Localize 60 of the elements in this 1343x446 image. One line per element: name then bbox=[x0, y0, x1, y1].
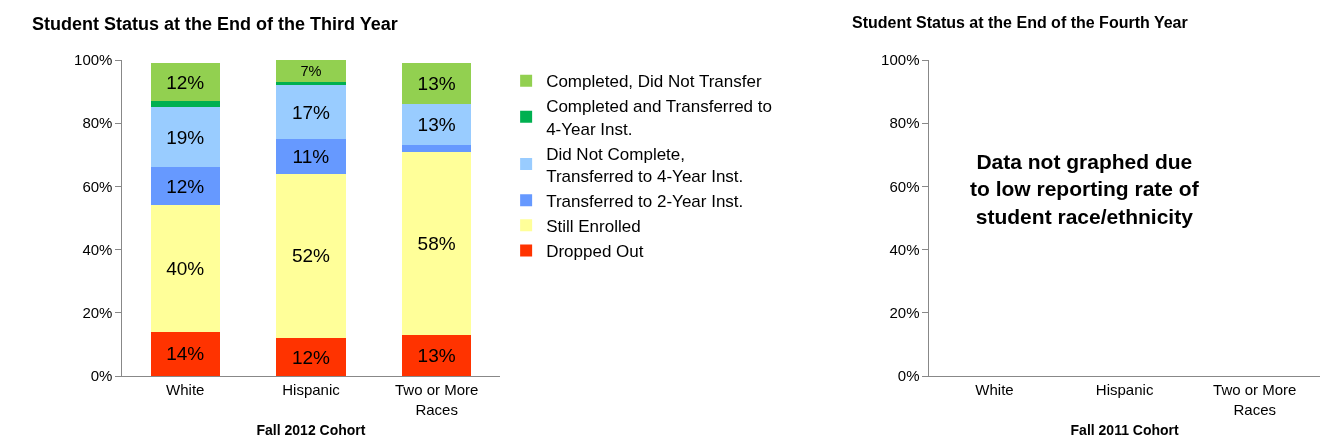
data-label: 13% bbox=[417, 73, 456, 95]
y-tick-label: 80% bbox=[889, 114, 920, 132]
x-tick-label: White bbox=[166, 381, 205, 398]
bar bbox=[276, 139, 346, 174]
y-tick-label: 60% bbox=[82, 177, 113, 195]
data-label: 11% bbox=[292, 145, 330, 167]
legend-label: Completed, Did Not Transfer bbox=[546, 72, 762, 92]
y-tick-label: 40% bbox=[82, 240, 113, 258]
bar bbox=[402, 145, 472, 152]
bar bbox=[276, 338, 346, 376]
y-tick-label: 40% bbox=[889, 240, 920, 258]
data-label: 40% bbox=[166, 258, 205, 280]
bar bbox=[402, 334, 472, 376]
legend-label: Did Not Complete, Transferred to 4-Year Inst. bbox=[546, 144, 744, 186]
data-label: 12% bbox=[291, 346, 331, 368]
bar bbox=[402, 63, 472, 105]
data-label: 13% bbox=[417, 344, 456, 366]
legend-label: Dropped Out bbox=[546, 242, 644, 262]
data-label: 12% bbox=[166, 175, 205, 197]
x-tick-label: White bbox=[975, 381, 1014, 398]
bar bbox=[402, 151, 472, 335]
data-label: 17% bbox=[291, 101, 331, 123]
bar bbox=[150, 101, 220, 108]
data-label: 14% bbox=[166, 343, 205, 365]
data-label: 7% bbox=[300, 63, 322, 80]
y-tick-label: 100% bbox=[881, 51, 920, 69]
bar bbox=[150, 205, 220, 332]
annotation: Data not graphed due to low reporting rate of student race/ethnicity bbox=[970, 150, 1200, 228]
x-axis-title: Fall 2012 Cohort bbox=[256, 421, 366, 438]
legend-label: Completed and Transferred to 4-Year Inst. bbox=[546, 97, 772, 139]
x-tick-label: Two or More Races bbox=[1213, 381, 1297, 418]
data-label: 52% bbox=[291, 245, 331, 267]
x-tick-label: Hispanic bbox=[1095, 381, 1154, 398]
bar bbox=[276, 173, 346, 339]
y-tick-label: 20% bbox=[82, 304, 113, 322]
bar bbox=[276, 85, 346, 139]
bar bbox=[276, 82, 346, 86]
legend-label: Transferred to 2-Year Inst. bbox=[546, 191, 744, 211]
data-label: 12% bbox=[166, 71, 205, 93]
data-label: 19% bbox=[166, 126, 205, 148]
legend-label: Still Enrolled bbox=[546, 216, 641, 236]
y-tick-label: 0% bbox=[90, 367, 113, 385]
x-axis-title: Fall 2011 Cohort bbox=[1070, 421, 1180, 438]
bar bbox=[150, 331, 220, 376]
x-tick-label: Two or More Races bbox=[394, 381, 479, 418]
y-tick-label: 20% bbox=[889, 304, 920, 322]
bar bbox=[150, 63, 220, 102]
bar bbox=[150, 107, 220, 168]
bar bbox=[402, 104, 472, 146]
bar bbox=[150, 167, 220, 206]
y-tick-label: 100% bbox=[74, 51, 113, 69]
y-tick-label: 80% bbox=[82, 114, 113, 132]
x-tick-label: Hispanic bbox=[282, 381, 341, 398]
data-label: 58% bbox=[417, 232, 456, 254]
chart-title: Student Status at the End of the Third Year bbox=[32, 14, 398, 34]
y-tick-label: 0% bbox=[897, 367, 920, 385]
bar bbox=[276, 60, 346, 83]
chart-title: Student Status at the End of the Fourth Year bbox=[852, 14, 1188, 31]
y-tick-label: 60% bbox=[889, 177, 920, 195]
data-label: 13% bbox=[417, 114, 456, 136]
